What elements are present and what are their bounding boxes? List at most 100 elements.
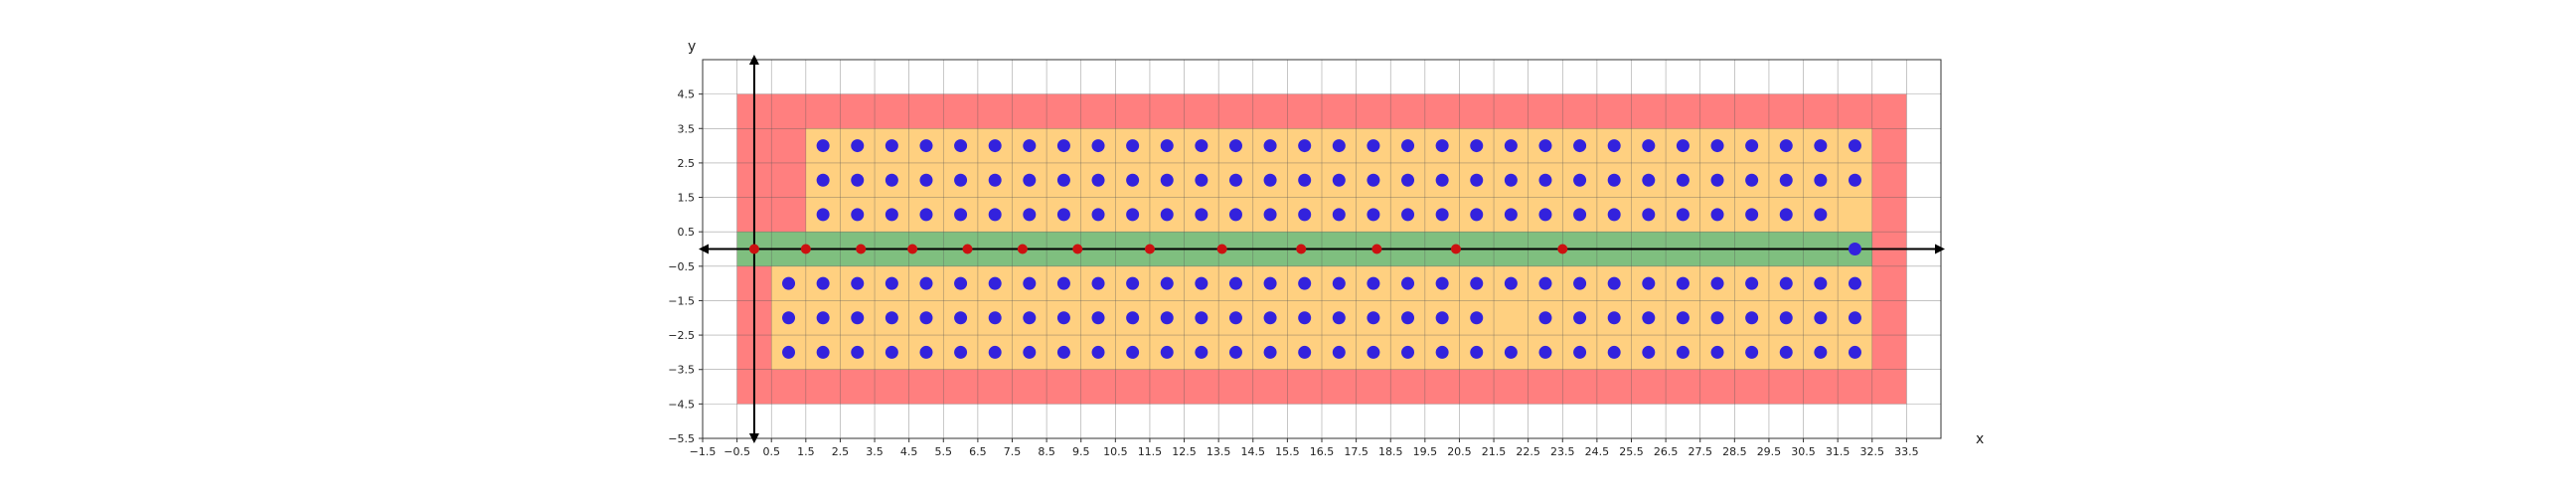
blue-point xyxy=(1676,208,1690,222)
blue-point xyxy=(1642,311,1656,325)
blue-point xyxy=(1504,173,1518,187)
red-point xyxy=(962,244,973,254)
blue-point xyxy=(1538,311,1552,325)
x-tick-label: 12.5 xyxy=(1172,445,1197,458)
blue-point xyxy=(919,311,933,325)
blue-point xyxy=(1091,345,1105,359)
blue-point xyxy=(1367,173,1380,187)
blue-point xyxy=(1367,311,1380,325)
blue-point xyxy=(1435,208,1449,222)
x-tick-label: 22.5 xyxy=(1516,445,1540,458)
blue-point xyxy=(851,139,865,153)
blue-point xyxy=(954,208,968,222)
blue-point xyxy=(1470,276,1484,290)
x-tick-label: 7.5 xyxy=(1004,445,1022,458)
blue-point xyxy=(1538,208,1552,222)
red-point xyxy=(1296,244,1307,254)
blue-point xyxy=(1676,311,1690,325)
blue-point xyxy=(816,311,830,325)
blue-point xyxy=(1814,139,1828,153)
blue-point xyxy=(1676,345,1690,359)
blue-point xyxy=(1126,208,1140,222)
blue-point xyxy=(1814,276,1828,290)
blue-point xyxy=(1710,276,1724,290)
blue-point xyxy=(885,173,898,187)
blue-point xyxy=(1056,311,1070,325)
x-tick-label: 2.5 xyxy=(832,445,850,458)
blue-point xyxy=(1607,173,1621,187)
blue-point xyxy=(988,208,1002,222)
blue-point xyxy=(1263,139,1277,153)
blue-point xyxy=(1091,173,1105,187)
y-tick-label: 2.5 xyxy=(678,157,696,170)
blue-point xyxy=(1538,139,1552,153)
blue-point xyxy=(1332,139,1346,153)
blue-point xyxy=(1573,173,1587,187)
blue-point xyxy=(1435,139,1449,153)
blue-point xyxy=(1195,139,1208,153)
blue-point xyxy=(1401,173,1415,187)
blue-point xyxy=(1367,208,1380,222)
blue-point xyxy=(1160,139,1174,153)
blue-point xyxy=(1607,311,1621,325)
x-tick-label: 0.5 xyxy=(762,445,780,458)
x-tick-label: 20.5 xyxy=(1447,445,1472,458)
y-tick-label: −3.5 xyxy=(668,364,695,377)
x-tick-label: 9.5 xyxy=(1072,445,1090,458)
blue-point xyxy=(1195,276,1208,290)
blue-point xyxy=(1538,345,1552,359)
blue-point xyxy=(1848,139,1861,153)
blue-point xyxy=(885,208,898,222)
blue-point xyxy=(1332,208,1346,222)
blue-point xyxy=(1332,276,1346,290)
red-point xyxy=(1072,244,1083,254)
x-tick-label: 31.5 xyxy=(1826,445,1851,458)
blue-point xyxy=(1263,276,1277,290)
blue-point xyxy=(919,173,933,187)
blue-point xyxy=(1091,139,1105,153)
blue-point xyxy=(1848,276,1861,290)
blue-point xyxy=(1298,345,1312,359)
blue-point xyxy=(1332,345,1346,359)
blue-point xyxy=(954,139,968,153)
y-tick-label: 1.5 xyxy=(678,192,696,205)
blue-point xyxy=(1401,311,1415,325)
x-tick-label: 10.5 xyxy=(1103,445,1128,458)
blue-point xyxy=(1195,345,1208,359)
blue-point xyxy=(1023,345,1037,359)
blue-point xyxy=(1642,173,1656,187)
blue-point xyxy=(1023,311,1037,325)
blue-point xyxy=(1228,208,1242,222)
blue-point xyxy=(1298,173,1312,187)
blue-point xyxy=(1848,311,1861,325)
y-tick-label: −4.5 xyxy=(668,398,695,411)
blue-point xyxy=(1056,208,1070,222)
blue-point xyxy=(885,345,898,359)
red-point xyxy=(1450,244,1461,254)
x-tick-label: 27.5 xyxy=(1688,445,1712,458)
blue-point xyxy=(1779,345,1793,359)
red-point xyxy=(1216,244,1227,254)
blue-point xyxy=(988,345,1002,359)
blue-point xyxy=(919,139,933,153)
blue-point xyxy=(1091,276,1105,290)
blue-point xyxy=(919,345,933,359)
blue-point xyxy=(1573,276,1587,290)
blue-point xyxy=(1676,139,1690,153)
blue-point xyxy=(1023,208,1037,222)
blue-point xyxy=(851,345,865,359)
blue-point xyxy=(885,139,898,153)
y-tick-label: −5.5 xyxy=(668,432,695,445)
blue-point xyxy=(1263,345,1277,359)
blue-point xyxy=(1779,139,1793,153)
blue-point xyxy=(1779,311,1793,325)
blue-point xyxy=(1228,276,1242,290)
blue-point xyxy=(1745,311,1759,325)
blue-point xyxy=(1538,276,1552,290)
blue-point xyxy=(1332,311,1346,325)
x-tick-label: 26.5 xyxy=(1654,445,1679,458)
blue-point xyxy=(1848,243,1861,255)
blue-point xyxy=(1710,208,1724,222)
y-axis-arrow-down xyxy=(748,433,759,443)
blue-point xyxy=(1228,311,1242,325)
